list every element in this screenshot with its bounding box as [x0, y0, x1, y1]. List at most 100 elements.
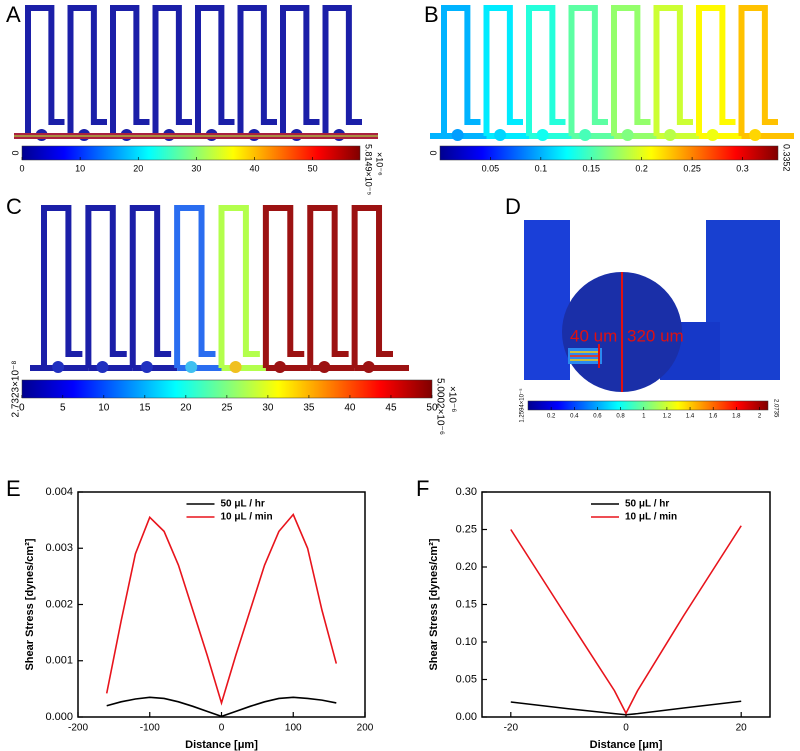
x-tick-label: 0	[219, 723, 225, 734]
y-tick-label: 0.001	[45, 655, 73, 667]
data-line	[106, 696, 337, 718]
panel-label: D	[505, 194, 521, 219]
colorbar-tick-label: 30	[262, 403, 274, 414]
channel-loop	[307, 205, 349, 368]
chamber	[229, 361, 242, 373]
colorbar-max-label: 2.0735	[772, 399, 778, 418]
colorbar-tick-label: 1.4	[686, 414, 695, 420]
panel-label: B	[424, 2, 439, 27]
chamber	[52, 361, 65, 373]
colorbar-tick-label: 35	[303, 403, 315, 414]
chamber	[333, 129, 346, 141]
annotation: 40 um	[570, 326, 617, 345]
annotation: 320 um	[627, 326, 684, 345]
channel-loop	[351, 205, 393, 368]
colorbar-tick-label: 0.05	[482, 163, 500, 173]
y-tick-label: 0.05	[456, 673, 477, 685]
colorbar-multiplier: ×10⁻⁶	[446, 386, 457, 412]
colorbar-min-label: 0	[10, 150, 20, 155]
colorbar-tick-label: 1.8	[732, 414, 741, 420]
y-tick-label: 0.004	[45, 486, 73, 498]
colorbar-tick-label: 0.6	[593, 414, 602, 420]
x-axis-label: Distance [μm]	[590, 739, 663, 751]
plot-frame	[77, 491, 366, 718]
colorbar-tick-label: 20	[180, 403, 192, 414]
chamber	[451, 129, 464, 141]
channel-loop	[262, 205, 305, 368]
colorbar-min-label: 1.2594×10⁻⁵	[519, 388, 526, 423]
colorbar-tick-label: 50	[308, 163, 318, 173]
x-tick-label: -200	[68, 723, 88, 734]
x-tick-label: 20	[736, 723, 748, 734]
colorbar-tick-label: 0.2	[547, 414, 556, 420]
chamber	[706, 129, 719, 141]
chamber	[536, 129, 549, 141]
x-tick-label: -100	[140, 723, 160, 734]
colorbar-tick-label: 0.2	[635, 163, 648, 173]
panel-label: F	[416, 476, 429, 501]
chamber	[248, 129, 261, 141]
channel-loop	[195, 5, 235, 136]
y-tick-label: 0.000	[45, 711, 73, 723]
colorbar-max-label: 0.3352	[782, 144, 792, 172]
legend-label: 10 μL / min	[625, 512, 677, 523]
legend-label: 50 μL / hr	[625, 499, 669, 510]
chamber	[96, 361, 109, 373]
colorbar-tick-label: 15	[139, 403, 151, 414]
channel-loop	[110, 5, 150, 136]
legend-label: 50 μL / hr	[221, 499, 265, 510]
x-tick-label: -20	[504, 723, 519, 734]
chamber	[163, 129, 176, 141]
y-tick-label: 0.002	[45, 598, 73, 610]
chamber	[318, 361, 331, 373]
y-tick-label: 0.003	[45, 542, 73, 554]
channel-loop	[568, 5, 608, 136]
x-axis-label: Distance [μm]	[185, 739, 258, 751]
colorbar-tick-label: 2	[758, 414, 762, 420]
colorbar-tick-label: 10	[98, 403, 110, 414]
chamber	[749, 129, 762, 141]
x-tick-label: 100	[285, 723, 302, 734]
y-tick-label: 0.25	[456, 523, 477, 535]
channel-loop	[611, 5, 651, 136]
y-tick-label: 0.00	[456, 711, 477, 723]
colorbar-multiplier: ×10⁻⁶	[375, 152, 385, 176]
colorbar-tick-label: 1	[642, 414, 646, 420]
channel-loop	[526, 5, 566, 136]
channel-loop	[653, 5, 693, 136]
channel-loop	[85, 205, 127, 368]
colorbar-tick-label: 0	[19, 163, 24, 173]
y-axis-label: Shear Stress [dynes/cm²]	[24, 538, 36, 670]
channel-loop	[696, 5, 736, 136]
y-tick-label: 0.30	[456, 486, 477, 498]
colorbar-tick-label: 5	[60, 403, 66, 414]
channel-loop	[280, 5, 320, 136]
colorbar-min-label: 2.7323×10⁻⁸	[11, 360, 22, 417]
colorbar-tick-label: 0.1	[535, 163, 548, 173]
colorbar-tick-label: 40	[249, 163, 259, 173]
colorbar-tick-label: 45	[385, 403, 397, 414]
colorbar	[439, 145, 779, 161]
channel-loop	[738, 5, 778, 136]
y-tick-label: 0.15	[456, 598, 477, 610]
colorbar-tick-label: 0.8	[616, 414, 625, 420]
chamber	[494, 129, 507, 141]
data-line	[105, 512, 338, 706]
x-tick-label: 200	[357, 723, 374, 734]
chamber	[362, 361, 375, 373]
channel-loop	[67, 5, 107, 136]
colorbar-tick-label: 1.6	[709, 414, 718, 420]
colorbar	[21, 145, 361, 161]
y-tick-label: 0.20	[456, 561, 477, 573]
chamber	[205, 129, 218, 141]
colorbar-tick-label: 0	[19, 403, 25, 414]
data-line	[510, 525, 742, 716]
channel-loop	[322, 5, 362, 136]
colorbar-tick-label: 10	[75, 163, 85, 173]
channel-loop	[129, 205, 172, 368]
colorbar-tick-label: 1.2	[663, 414, 672, 420]
chamber	[78, 129, 91, 141]
x-tick-label: 0	[623, 723, 629, 734]
channel-loop	[174, 205, 216, 368]
left-channel	[524, 220, 570, 380]
